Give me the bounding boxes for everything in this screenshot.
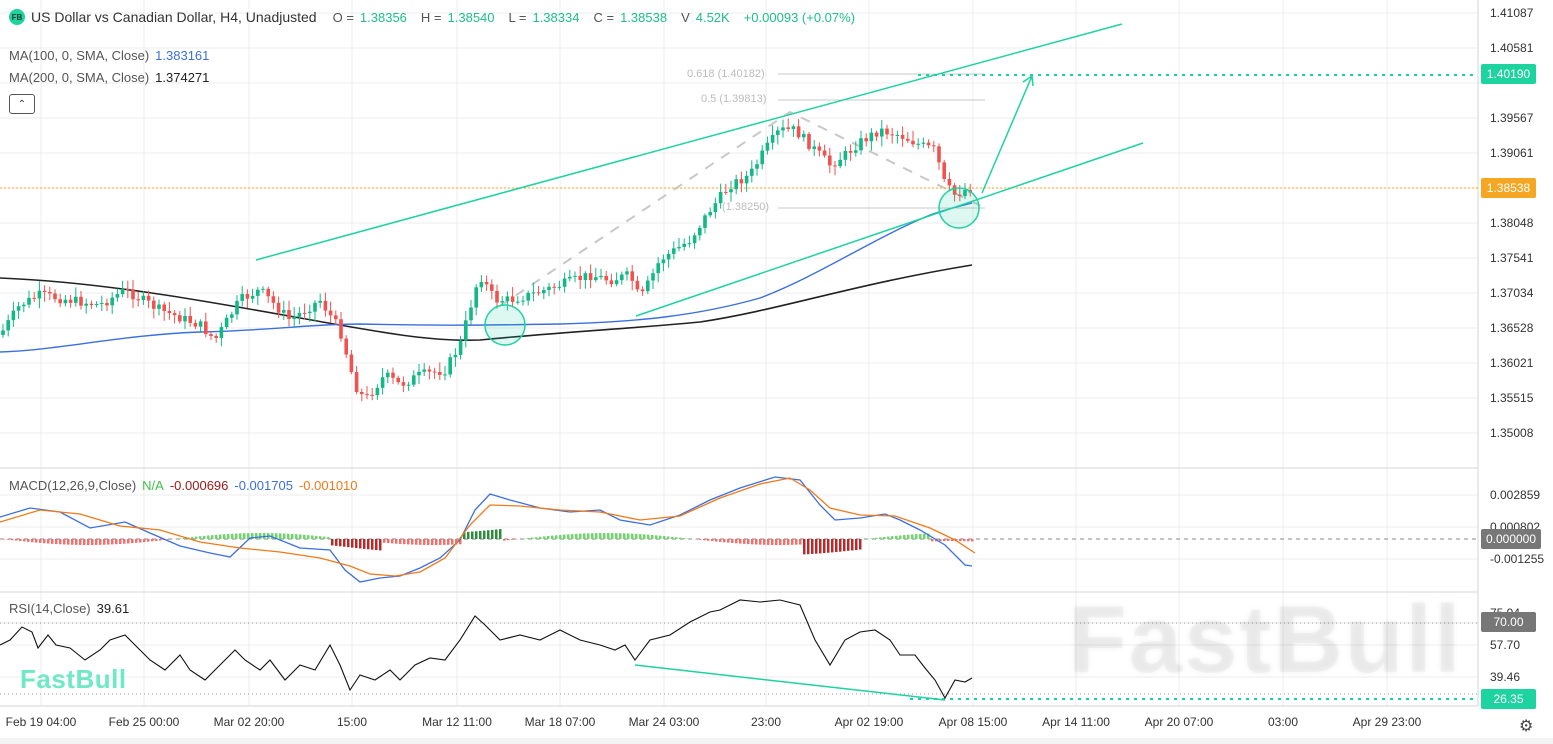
macd-line[interactable] bbox=[0, 476, 973, 583]
channel-upper-line[interactable] bbox=[255, 23, 1123, 261]
macd-value-2: -0.001705 bbox=[234, 478, 293, 493]
price-tick: 1.41087 bbox=[1490, 6, 1534, 20]
time-tick: Mar 12 11:00 bbox=[422, 715, 492, 729]
macd-zero-tag: 0.000000 bbox=[1481, 529, 1541, 549]
macd-value-3: -0.001010 bbox=[298, 478, 358, 493]
fib-05-label: 0.5 (1.39813) bbox=[701, 93, 767, 105]
price-tick: 1.38048 bbox=[1490, 216, 1534, 230]
time-tick: Apr 20 07:00 bbox=[1144, 715, 1214, 729]
price-tick: 1.35515 bbox=[1490, 391, 1534, 405]
rsi-legend[interactable]: RSI(14,Close) 39.61 bbox=[9, 601, 129, 616]
macd-signal-line[interactable] bbox=[0, 477, 976, 577]
ma100-label: MA(100, 0, SMA, Close) bbox=[9, 48, 150, 63]
fastbull-logo-icon: FB bbox=[9, 9, 25, 25]
watermark-large: FastBull bbox=[1068, 586, 1463, 693]
macd-tick: 0.002859 bbox=[1490, 488, 1541, 502]
fib-618-label: 0.618 (1.40182) bbox=[687, 68, 765, 80]
price-tick: 1.35008 bbox=[1490, 426, 1534, 440]
ma100-value: 1.383161 bbox=[155, 48, 210, 63]
rsi-value: 39.61 bbox=[96, 601, 130, 616]
rsi-line[interactable] bbox=[0, 599, 973, 700]
rsi-tick: 39.46 bbox=[1490, 670, 1521, 684]
time-tick: 03:00 bbox=[1267, 715, 1299, 729]
collapse-legend-button[interactable]: ⌃ bbox=[9, 94, 35, 114]
macd-hist-value: N/A bbox=[142, 478, 164, 493]
price-tick: 1.39567 bbox=[1490, 111, 1534, 125]
macd-tick: -0.001255 bbox=[1490, 552, 1545, 566]
fib-0-label: (1.38250) bbox=[722, 201, 770, 213]
rsi-70-tag: 70.00 bbox=[1481, 612, 1536, 632]
time-tick: Mar 18 07:00 bbox=[524, 715, 596, 729]
rsi-low-tag: 26.35 bbox=[1481, 689, 1536, 709]
target-price-tag: 1.40190 bbox=[1481, 64, 1536, 84]
time-tick: Feb 19 04:00 bbox=[5, 715, 77, 729]
zigzag-dashed-line[interactable] bbox=[499, 110, 986, 307]
price-tick: 1.36528 bbox=[1490, 321, 1534, 335]
time-tick: Apr 02 19:00 bbox=[834, 715, 904, 729]
ma100-line[interactable] bbox=[0, 202, 973, 353]
ma200-value: 1.374271 bbox=[155, 70, 210, 85]
symbol-title[interactable]: US Dollar vs Canadian Dollar, H4, Unadju… bbox=[31, 9, 317, 25]
rsi-tick: 57.70 bbox=[1490, 638, 1521, 652]
time-tick: Apr 14 11:00 bbox=[1042, 715, 1110, 729]
change-value: +0.00093 (+0.07%) bbox=[743, 9, 856, 25]
chart-header: FB US Dollar vs Canadian Dollar, H4, Una… bbox=[9, 9, 855, 25]
arrow-head-icon bbox=[1022, 74, 1034, 87]
candlestick-series[interactable] bbox=[1, 118, 972, 402]
bottom-bar bbox=[0, 738, 1553, 744]
high-label: H = bbox=[420, 9, 442, 25]
rsi-label: RSI(14,Close) bbox=[9, 601, 91, 616]
macd-legend[interactable]: MACD(12,26,9,Close) N/A -0.000696 -0.001… bbox=[9, 478, 358, 493]
time-tick: 15:00 bbox=[336, 715, 368, 729]
macd-value-1: -0.000696 bbox=[169, 478, 229, 493]
time-tick: Apr 08 15:00 bbox=[938, 715, 1008, 729]
price-tick: 1.36021 bbox=[1490, 356, 1534, 370]
settings-button[interactable]: ⚙ bbox=[1519, 716, 1537, 735]
projection-arrow[interactable] bbox=[981, 75, 1033, 194]
macd-label: MACD(12,26,9,Close) bbox=[9, 478, 137, 493]
time-tick: 23:00 bbox=[750, 715, 782, 729]
open-label: O = bbox=[332, 9, 354, 25]
chevron-up-icon: ⌃ bbox=[17, 98, 27, 110]
price-tick: 1.37541 bbox=[1490, 251, 1534, 265]
open-value: 1.38356 bbox=[359, 9, 407, 25]
watermark-logo: FastBull bbox=[20, 664, 127, 694]
time-tick: Apr 29 23:00 bbox=[1352, 715, 1422, 729]
low-label: L = bbox=[508, 9, 527, 25]
rsi-divergence-line[interactable] bbox=[634, 664, 946, 701]
ma100-legend[interactable]: MA(100, 0, SMA, Close) 1.383161 bbox=[9, 48, 209, 63]
low-value: 1.38334 bbox=[532, 9, 580, 25]
close-label: C = bbox=[593, 9, 615, 25]
price-tick: 1.37034 bbox=[1490, 286, 1534, 300]
macd-histogram[interactable] bbox=[3, 529, 974, 555]
price-tick: 1.40581 bbox=[1490, 41, 1534, 55]
volume-label: V bbox=[681, 9, 690, 25]
support-circle-2[interactable] bbox=[938, 187, 980, 229]
ma200-line[interactable] bbox=[0, 264, 973, 342]
time-tick: Feb 25 00:00 bbox=[108, 715, 180, 729]
price-tick: 1.39061 bbox=[1490, 146, 1534, 160]
gear-icon: ⚙ bbox=[1519, 718, 1534, 735]
time-tick: Mar 24 03:00 bbox=[628, 715, 700, 729]
channel-lower-line[interactable] bbox=[635, 142, 1144, 317]
ma200-legend[interactable]: MA(200, 0, SMA, Close) 1.374271 bbox=[9, 70, 209, 85]
volume-value: 4.52K bbox=[695, 9, 730, 25]
close-value: 1.38538 bbox=[620, 9, 668, 25]
ma200-label: MA(200, 0, SMA, Close) bbox=[9, 70, 150, 85]
high-value: 1.38540 bbox=[447, 9, 495, 25]
support-circle-1[interactable] bbox=[484, 304, 526, 346]
time-tick: Mar 02 20:00 bbox=[213, 715, 285, 729]
current-price-tag: 1.38538 bbox=[1481, 178, 1536, 198]
